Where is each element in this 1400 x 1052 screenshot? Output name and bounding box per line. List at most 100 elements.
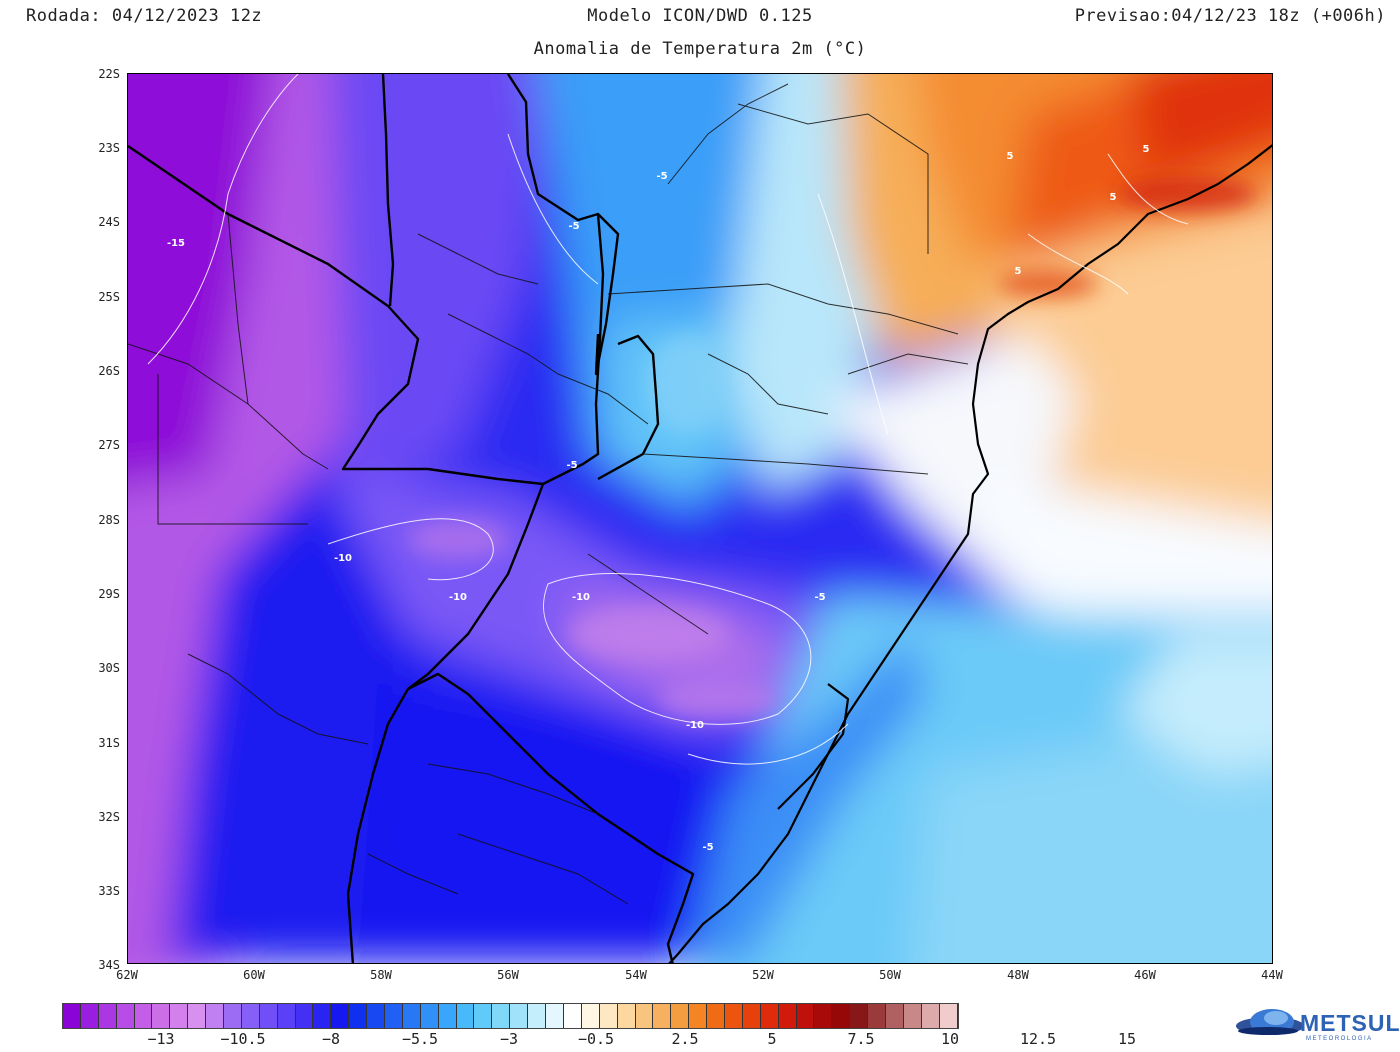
lat-label: 31S bbox=[98, 736, 120, 750]
colorbar-label: 5 bbox=[767, 1030, 777, 1048]
model-title: Modelo ICON/DWD 0.125 bbox=[587, 6, 813, 26]
logo-name: METSUL bbox=[1300, 1010, 1400, 1036]
colorbar-cell bbox=[778, 1004, 797, 1028]
colorbar-cell bbox=[349, 1004, 368, 1028]
contour-label: -5 bbox=[568, 221, 579, 232]
colorbar-cell bbox=[742, 1004, 761, 1028]
anomaly-field: -15 -10 -10 -10 -10 -5 -5 -5 -5 -5 5 5 5… bbox=[128, 74, 1272, 963]
colorbar-cell bbox=[277, 1004, 296, 1028]
colorbar-cell bbox=[635, 1004, 654, 1028]
colorbar-cell bbox=[921, 1004, 940, 1028]
colorbar-cell bbox=[796, 1004, 815, 1028]
lon-label: 62W bbox=[116, 968, 138, 982]
colorbar-cell bbox=[546, 1004, 564, 1028]
contour-label: -10 bbox=[449, 592, 467, 603]
lon-label: 52W bbox=[752, 968, 774, 982]
lat-label: 32S bbox=[98, 810, 120, 824]
lon-label: 50W bbox=[879, 968, 901, 982]
colorbar-cell bbox=[939, 1004, 958, 1028]
contour-label: -5 bbox=[814, 592, 825, 603]
anomaly-map: -15 -10 -10 -10 -10 -5 -5 -5 -5 -5 5 5 5… bbox=[127, 73, 1273, 964]
color-scale-bar bbox=[62, 1003, 959, 1029]
contour-label: -15 bbox=[167, 238, 185, 249]
lat-label: 28S bbox=[98, 513, 120, 527]
colorbar-cell bbox=[689, 1004, 708, 1028]
colorbar-cell bbox=[903, 1004, 922, 1028]
colorbar-label: 10 bbox=[940, 1030, 960, 1048]
colorbar-cell bbox=[760, 1004, 779, 1028]
lon-label: 44W bbox=[1261, 968, 1283, 982]
colorbar-label: −0.5 bbox=[577, 1030, 615, 1048]
colorbar-cell bbox=[528, 1004, 547, 1028]
lon-label: 56W bbox=[497, 968, 519, 982]
colorbar-cell bbox=[617, 1004, 636, 1028]
colorbar-cell bbox=[868, 1004, 886, 1028]
colorbar-cell bbox=[63, 1004, 81, 1028]
run-time-label: Rodada: 04/12/2023 12z bbox=[26, 6, 263, 26]
lat-label: 34S bbox=[98, 958, 120, 972]
logo-tagline: METEOROLOGIA bbox=[1306, 1036, 1373, 1042]
colorbar-label: 2.5 bbox=[671, 1030, 699, 1048]
colorbar-cell bbox=[814, 1004, 833, 1028]
map-subtitle: Anomalia de Temperatura 2m (°C) bbox=[533, 39, 867, 59]
lat-label: 29S bbox=[98, 587, 120, 601]
colorbar-cell bbox=[170, 1004, 189, 1028]
colorbar-cell bbox=[188, 1004, 207, 1028]
lon-label: 60W bbox=[243, 968, 265, 982]
lat-label: 33S bbox=[98, 884, 120, 898]
colorbar-cell bbox=[313, 1004, 332, 1028]
colorbar-cell bbox=[402, 1004, 421, 1028]
colorbar-cell bbox=[134, 1004, 153, 1028]
contour-label: 5 bbox=[1110, 192, 1117, 203]
colorbar-cell bbox=[653, 1004, 672, 1028]
colorbar-cell bbox=[474, 1004, 493, 1028]
contour-label: 5 bbox=[1143, 144, 1150, 155]
colorbar-cell bbox=[850, 1004, 869, 1028]
colorbar-cell bbox=[724, 1004, 743, 1028]
lon-label: 58W bbox=[370, 968, 392, 982]
colorbar-cell bbox=[295, 1004, 314, 1028]
lon-label: 48W bbox=[1007, 968, 1029, 982]
forecast-time-label: Previsao:04/12/23 18z (+006h) bbox=[1074, 6, 1386, 26]
lat-label: 30S bbox=[98, 661, 120, 675]
colorbar-cell bbox=[80, 1004, 99, 1028]
colorbar-cell bbox=[456, 1004, 475, 1028]
contour-label: -5 bbox=[566, 460, 577, 471]
contour-label: -5 bbox=[656, 171, 667, 182]
lat-label: 26S bbox=[98, 364, 120, 378]
colorbar-label: 15 bbox=[1117, 1030, 1137, 1048]
metsul-logo bbox=[1236, 1009, 1304, 1035]
colorbar-cell bbox=[671, 1004, 690, 1028]
colorbar-cell bbox=[385, 1004, 403, 1028]
contour-label: -10 bbox=[334, 553, 352, 564]
colorbar-cell bbox=[492, 1004, 511, 1028]
colorbar-cell bbox=[206, 1004, 225, 1028]
colorbar-label: −10.5 bbox=[220, 1030, 266, 1048]
colorbar-cell bbox=[420, 1004, 439, 1028]
colorbar-label: −13 bbox=[147, 1030, 175, 1048]
colorbar-cell bbox=[581, 1004, 600, 1028]
contour-label: 5 bbox=[1007, 151, 1014, 162]
contour-label: 5 bbox=[1015, 266, 1022, 277]
colorbar-cell bbox=[367, 1004, 386, 1028]
colorbar-cell bbox=[832, 1004, 851, 1028]
colorbar-cell bbox=[331, 1004, 350, 1028]
colorbar-cell bbox=[510, 1004, 529, 1028]
colorbar-label: −3 bbox=[499, 1030, 519, 1048]
colorbar-cell bbox=[438, 1004, 457, 1028]
contour-label: -10 bbox=[572, 592, 590, 603]
colorbar-cell bbox=[98, 1004, 117, 1028]
colorbar-cell bbox=[563, 1004, 582, 1028]
lat-label: 24S bbox=[98, 215, 120, 229]
colorbar-cell bbox=[224, 1004, 242, 1028]
colorbar-cell bbox=[885, 1004, 904, 1028]
colorbar-cell bbox=[707, 1004, 725, 1028]
colorbar-cell bbox=[599, 1004, 618, 1028]
colorbar-label: −8 bbox=[321, 1030, 341, 1048]
colorbar-label: −5.5 bbox=[401, 1030, 439, 1048]
colorbar-label: 12.5 bbox=[1019, 1030, 1057, 1048]
colorbar-cell bbox=[241, 1004, 260, 1028]
lat-label: 27S bbox=[98, 438, 120, 452]
colorbar-cell bbox=[259, 1004, 278, 1028]
lat-label: 23S bbox=[98, 141, 120, 155]
